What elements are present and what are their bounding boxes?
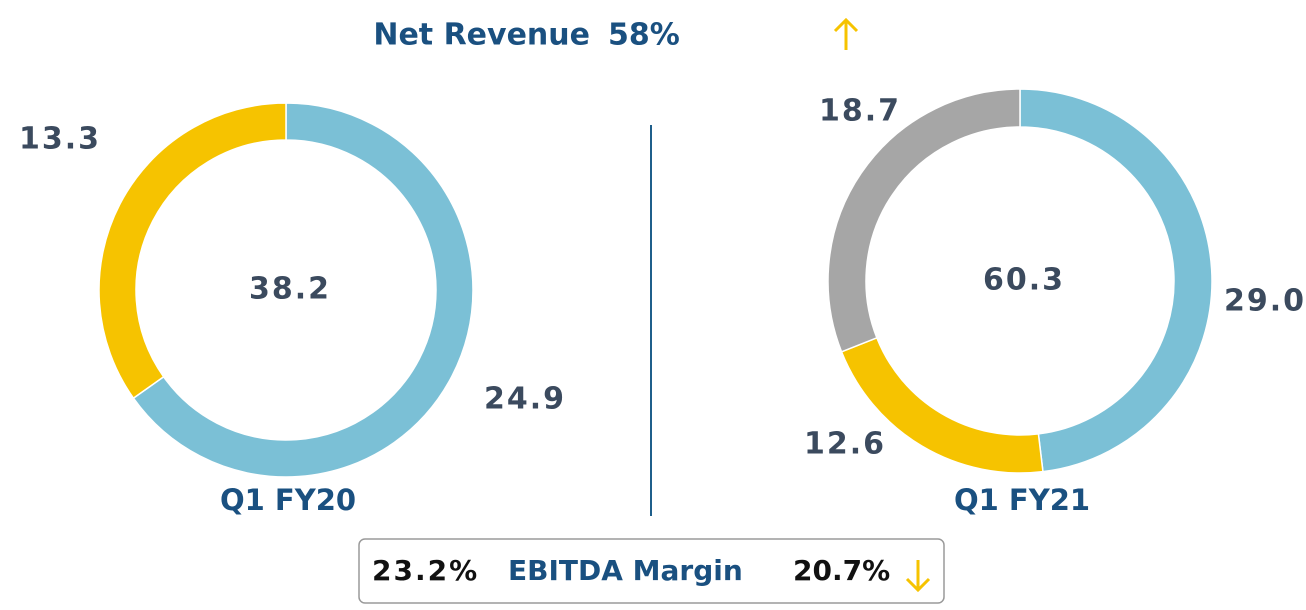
- donut-segment: [132, 102, 474, 478]
- data-label: 13.3: [19, 122, 101, 157]
- data-label: 29.0: [1224, 284, 1306, 319]
- donut-segment: [1019, 88, 1213, 473]
- footer-left: 23.2%: [372, 554, 479, 587]
- center-total: 38.2: [249, 272, 331, 307]
- data-label: 18.7: [819, 94, 901, 129]
- footer-right: 20.7%: [793, 554, 890, 587]
- data-label: 12.6: [804, 427, 886, 462]
- chart-title: Q1 FY20: [220, 483, 356, 517]
- center-total: 60.3: [983, 263, 1065, 298]
- footer-box: [358, 538, 945, 604]
- chart-title: Q1 FY21: [954, 483, 1090, 517]
- donut-segment: [827, 88, 1021, 353]
- data-label: 24.9: [484, 382, 566, 417]
- donut-segment: [98, 102, 287, 400]
- header-title: Net Revenue: [373, 18, 590, 53]
- header-change: 58%: [608, 18, 680, 53]
- up-arrow: [833, 17, 859, 50]
- down-arrow: [905, 560, 931, 593]
- footer-label: EBITDA Margin: [508, 554, 743, 587]
